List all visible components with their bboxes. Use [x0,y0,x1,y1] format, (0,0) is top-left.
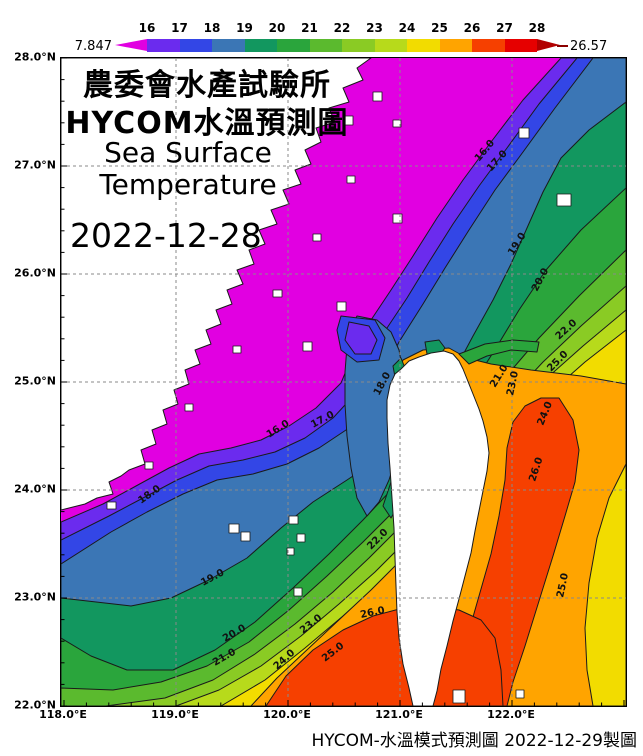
colorbar-segment-t21 [309,39,342,52]
colorbar-above-range-arrow [537,39,560,51]
contour-label-23.0: 23.0 [505,370,521,396]
colorbar-tick-24: 24 [398,21,416,35]
colorbar-tick-22: 22 [333,21,351,35]
colorbar-max-pointer-line [557,45,568,47]
colorbar-tick-17: 17 [171,21,188,35]
colorbar-segment-t23 [374,39,407,52]
colorbar-max-value: 26.57 [570,39,608,54]
lat-label-23.0°N: 23.0°N [14,590,56,604]
china-coast-land [61,58,372,511]
colorbar-segment-t18 [212,39,245,52]
colorbar-segment-t25 [439,39,472,52]
colorbar-segment-t19 [244,39,277,52]
colorbar-tick-21: 21 [301,21,318,35]
lon-label-122.0°E: 122.0°E [487,708,535,721]
lon-label-120.0°E: 120.0°E [263,708,311,721]
cold-patch-violet [344,321,378,355]
colorbar-tick-28: 28 [528,21,546,35]
green-arc-northeast-tip [458,339,540,365]
colorbar-tick-16: 16 [138,21,156,35]
axis-ticks [61,58,625,706]
colorbar-tick-20: 20 [268,21,286,35]
lon-label-118.0°E: 118.0°E [39,708,87,721]
temperature-colorbar [115,39,560,52]
land-layer [61,58,572,706]
colorbar-tick-25: 25 [431,21,448,35]
contour-label-26.0: 26.0 [359,605,385,621]
colorbar-below-range-arrow [115,39,147,51]
lon-label-121.0°E: 121.0°E [375,708,423,721]
colorbar-tick-19: 19 [236,21,253,35]
lat-label-27.0°N: 27.0°N [14,158,56,172]
lat-label-28.0°N: 28.0°N [14,50,56,64]
colorbar-tick-18: 18 [203,21,221,35]
colorbar-segment-t22 [342,39,375,52]
graticule [61,58,626,706]
lat-label-24.0°N: 24.0°N [14,482,56,496]
footer-caption: HYCOM-水溫模式預測圖 2022-12-29製圖 [311,731,638,751]
sst-map: 16.0 16.0 17.0 17.0 18.0 18.0 19.0 19.0 20.0 20.0… [60,57,627,707]
colorbar-tick-27: 27 [496,21,513,35]
taiwan-island [386,350,490,706]
lat-label-22.0°N: 22.0°N [14,698,56,712]
colorbar-segment-t16 [147,39,180,52]
colorbar-segment-t20 [277,39,310,52]
lon-label-119.0°E: 119.0°E [151,708,199,721]
colorbar-segment-t27 [504,39,537,52]
contour-label-25.0: 25.0 [555,572,571,598]
colorbar-segments [147,39,537,52]
colorbar-tick-26: 26 [463,21,481,35]
colorbar-segment-t17 [179,39,212,52]
lat-label-25.0°N: 25.0°N [14,374,56,388]
band-24-25-southeast [584,463,626,706]
colorbar-min-value: 7.847 [74,39,112,54]
colorbar-tick-23: 23 [366,21,383,35]
colorbar-segment-t26 [472,39,505,52]
offshore-islands [106,91,572,704]
lat-label-26.0°N: 26.0°N [14,266,56,280]
sst-contour-plot: 16.016.017.017.018.018.019.019.020.020.0… [61,58,626,706]
colorbar-segment-t24 [407,39,440,52]
